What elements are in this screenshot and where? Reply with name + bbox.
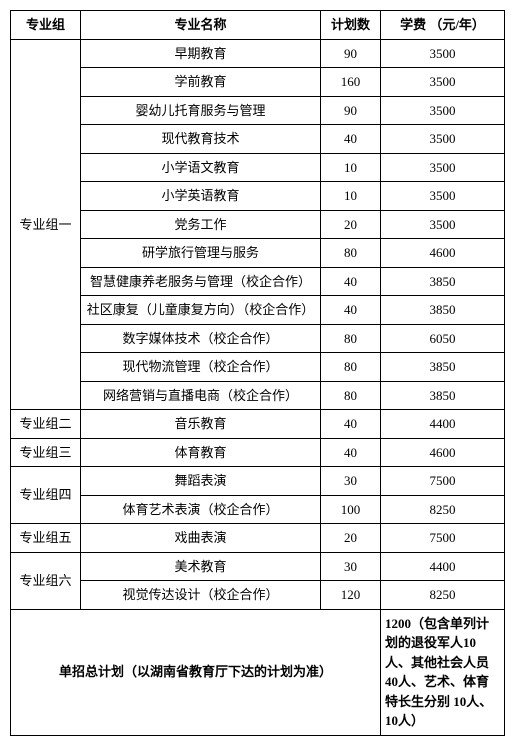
fee-cell: 4600	[381, 438, 505, 467]
plan-cell: 80	[321, 239, 381, 268]
major-cell: 社区康复（儿童康复方向）（校企合作）	[81, 296, 321, 325]
major-cell: 小学英语教育	[81, 182, 321, 211]
major-cell: 现代物流管理（校企合作）	[81, 353, 321, 382]
table-row: 现代物流管理（校企合作）803850	[11, 353, 505, 382]
table-row: 专业组四舞蹈表演307500	[11, 467, 505, 496]
major-cell: 早期教育	[81, 39, 321, 68]
header-major: 专业名称	[81, 11, 321, 40]
plan-cell: 90	[321, 96, 381, 125]
plan-cell: 10	[321, 153, 381, 182]
major-cell: 婴幼儿托育服务与管理	[81, 96, 321, 125]
plan-cell: 20	[321, 210, 381, 239]
fee-cell: 4400	[381, 410, 505, 439]
table-row: 社区康复（儿童康复方向）（校企合作）403850	[11, 296, 505, 325]
table-row: 专业组五戏曲表演207500	[11, 524, 505, 553]
fee-cell: 3500	[381, 96, 505, 125]
fee-cell: 3500	[381, 210, 505, 239]
major-cell: 音乐教育	[81, 410, 321, 439]
fee-cell: 4600	[381, 239, 505, 268]
group-cell: 专业组一	[11, 39, 81, 410]
plan-cell: 100	[321, 495, 381, 524]
table-row: 党务工作203500	[11, 210, 505, 239]
major-cell: 网络营销与直播电商（校企合作）	[81, 381, 321, 410]
plan-cell: 40	[321, 410, 381, 439]
plan-cell: 40	[321, 438, 381, 467]
table-row: 现代教育技术403500	[11, 125, 505, 154]
group-cell: 专业组二	[11, 410, 81, 439]
major-cell: 研学旅行管理与服务	[81, 239, 321, 268]
fee-cell: 7500	[381, 467, 505, 496]
table-row: 网络营销与直播电商（校企合作）803850	[11, 381, 505, 410]
group-cell: 专业组四	[11, 467, 81, 524]
fee-cell: 3850	[381, 381, 505, 410]
fee-cell: 3500	[381, 39, 505, 68]
major-cell: 现代教育技术	[81, 125, 321, 154]
table-body: 专业组一早期教育903500学前教育1603500婴幼儿托育服务与管理90350…	[11, 39, 505, 735]
fee-cell: 3850	[381, 267, 505, 296]
header-fee: 学费 （元/年）	[381, 11, 505, 40]
enrollment-table: 专业组 专业名称 计划数 学费 （元/年） 专业组一早期教育903500学前教育…	[10, 10, 505, 736]
footer-right: 1200（包含单列计划的退役军人10人、其他社会人员40人、艺术、体育特长生分别…	[381, 609, 505, 735]
group-cell: 专业组五	[11, 524, 81, 553]
table-row: 数字媒体技术（校企合作）806050	[11, 324, 505, 353]
fee-cell: 3850	[381, 353, 505, 382]
major-cell: 视觉传达设计（校企合作）	[81, 581, 321, 610]
header-plan: 计划数	[321, 11, 381, 40]
plan-cell: 80	[321, 353, 381, 382]
header-group: 专业组	[11, 11, 81, 40]
table-row: 智慧健康养老服务与管理（校企合作）403850	[11, 267, 505, 296]
fee-cell: 4400	[381, 552, 505, 581]
fee-cell: 3500	[381, 182, 505, 211]
plan-cell: 30	[321, 552, 381, 581]
table-header: 专业组 专业名称 计划数 学费 （元/年）	[11, 11, 505, 40]
plan-cell: 30	[321, 467, 381, 496]
group-cell: 专业组三	[11, 438, 81, 467]
fee-cell: 8250	[381, 581, 505, 610]
table-row: 专业组六美术教育304400	[11, 552, 505, 581]
plan-cell: 20	[321, 524, 381, 553]
table-row: 专业组三体育教育404600	[11, 438, 505, 467]
fee-cell: 6050	[381, 324, 505, 353]
fee-cell: 8250	[381, 495, 505, 524]
major-cell: 体育艺术表演（校企合作）	[81, 495, 321, 524]
major-cell: 小学语文教育	[81, 153, 321, 182]
plan-cell: 80	[321, 381, 381, 410]
plan-cell: 120	[321, 581, 381, 610]
fee-cell: 3500	[381, 153, 505, 182]
table-row: 视觉传达设计（校企合作）1208250	[11, 581, 505, 610]
major-cell: 学前教育	[81, 68, 321, 97]
table-row: 专业组一早期教育903500	[11, 39, 505, 68]
major-cell: 美术教育	[81, 552, 321, 581]
major-cell: 体育教育	[81, 438, 321, 467]
fee-cell: 3850	[381, 296, 505, 325]
major-cell: 戏曲表演	[81, 524, 321, 553]
table-row: 研学旅行管理与服务804600	[11, 239, 505, 268]
major-cell: 智慧健康养老服务与管理（校企合作）	[81, 267, 321, 296]
table-row: 学前教育1603500	[11, 68, 505, 97]
footer-left: 单招总计划（以湖南省教育厅下达的计划为准）	[11, 609, 381, 735]
plan-cell: 10	[321, 182, 381, 211]
table-row: 小学语文教育103500	[11, 153, 505, 182]
fee-cell: 3500	[381, 68, 505, 97]
footer-row: 单招总计划（以湖南省教育厅下达的计划为准）1200（包含单列计划的退役军人10人…	[11, 609, 505, 735]
plan-cell: 40	[321, 267, 381, 296]
major-cell: 党务工作	[81, 210, 321, 239]
plan-cell: 80	[321, 324, 381, 353]
major-cell: 舞蹈表演	[81, 467, 321, 496]
plan-cell: 160	[321, 68, 381, 97]
group-cell: 专业组六	[11, 552, 81, 609]
table-row: 婴幼儿托育服务与管理903500	[11, 96, 505, 125]
plan-cell: 40	[321, 125, 381, 154]
fee-cell: 7500	[381, 524, 505, 553]
table-row: 小学英语教育103500	[11, 182, 505, 211]
major-cell: 数字媒体技术（校企合作）	[81, 324, 321, 353]
plan-cell: 40	[321, 296, 381, 325]
fee-cell: 3500	[381, 125, 505, 154]
table-row: 体育艺术表演（校企合作）1008250	[11, 495, 505, 524]
table-row: 专业组二音乐教育404400	[11, 410, 505, 439]
plan-cell: 90	[321, 39, 381, 68]
